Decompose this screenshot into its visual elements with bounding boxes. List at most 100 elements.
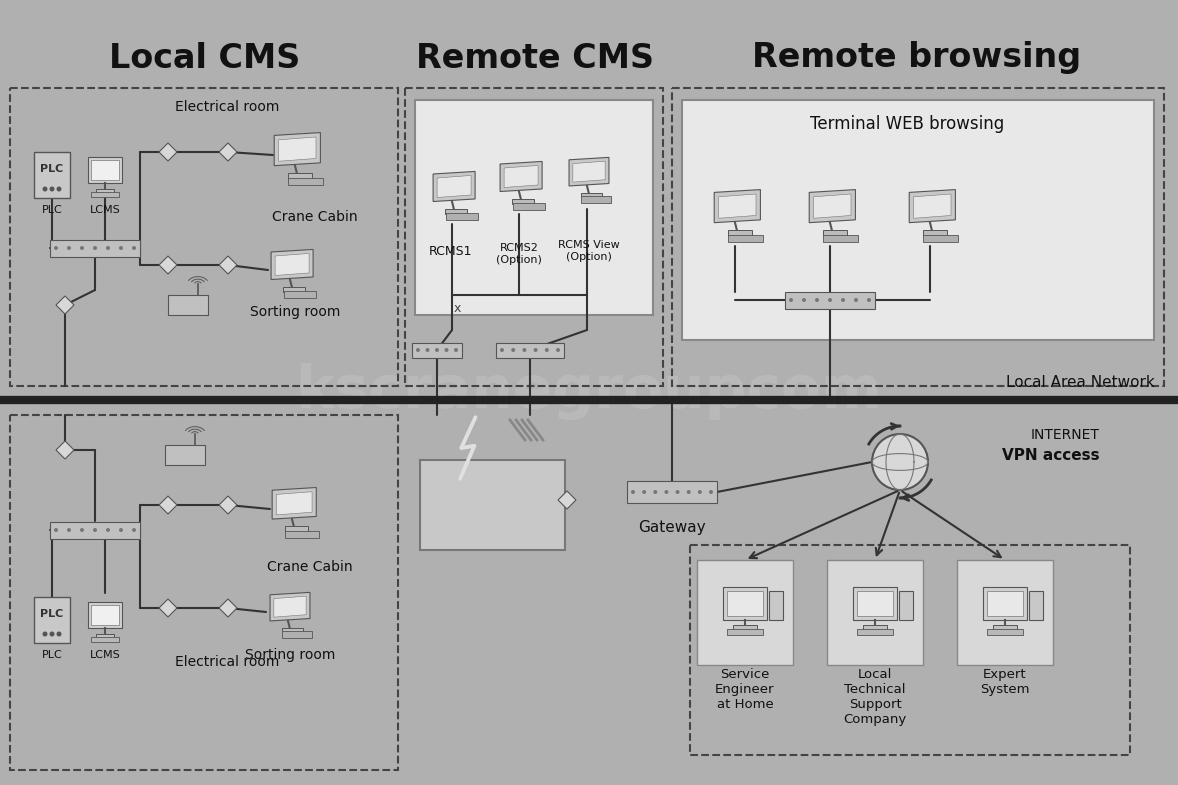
Circle shape: [106, 246, 110, 250]
Circle shape: [802, 298, 806, 302]
Bar: [287, 177, 323, 185]
Text: PLC: PLC: [41, 650, 62, 660]
Circle shape: [416, 348, 421, 352]
Circle shape: [80, 528, 84, 532]
Bar: [285, 531, 319, 538]
Bar: [1030, 591, 1043, 620]
Bar: [863, 625, 887, 630]
Bar: [92, 192, 119, 197]
Text: kscranegroupcom: kscranegroupcom: [296, 363, 882, 421]
Polygon shape: [276, 254, 309, 276]
Polygon shape: [159, 256, 177, 274]
Bar: [512, 199, 535, 203]
Polygon shape: [558, 491, 576, 509]
Bar: [412, 342, 462, 357]
Circle shape: [54, 528, 58, 532]
Bar: [91, 160, 119, 181]
Circle shape: [664, 490, 668, 494]
Circle shape: [54, 246, 58, 250]
Text: PLC: PLC: [41, 205, 62, 215]
Circle shape: [522, 348, 527, 352]
Bar: [922, 235, 958, 243]
Text: PLC: PLC: [40, 609, 64, 619]
Text: RCMS View
(Option): RCMS View (Option): [558, 240, 620, 261]
Bar: [769, 591, 783, 620]
Polygon shape: [273, 596, 306, 617]
Bar: [922, 230, 947, 236]
Bar: [627, 481, 717, 503]
Circle shape: [499, 348, 504, 352]
Text: Crane Cabin: Crane Cabin: [272, 210, 358, 224]
Text: RCMS1: RCMS1: [429, 245, 471, 258]
Bar: [95, 188, 114, 193]
Polygon shape: [504, 166, 538, 188]
Bar: [95, 633, 114, 638]
Text: x: x: [454, 301, 461, 315]
Polygon shape: [714, 190, 761, 223]
Bar: [733, 625, 757, 630]
Bar: [445, 209, 468, 214]
Circle shape: [841, 298, 845, 302]
Bar: [858, 591, 893, 616]
Bar: [581, 192, 602, 197]
Polygon shape: [437, 175, 471, 198]
Text: Local Area Network: Local Area Network: [1006, 375, 1154, 390]
Polygon shape: [159, 599, 177, 617]
Polygon shape: [219, 599, 237, 617]
Bar: [49, 239, 140, 257]
Bar: [287, 173, 312, 179]
Circle shape: [93, 528, 97, 532]
Circle shape: [67, 246, 71, 250]
Circle shape: [687, 490, 690, 494]
Circle shape: [106, 528, 110, 532]
Bar: [282, 631, 312, 638]
Bar: [853, 587, 896, 620]
Bar: [823, 235, 858, 243]
Circle shape: [544, 348, 549, 352]
Bar: [282, 627, 303, 633]
Circle shape: [556, 348, 560, 352]
Text: Sorting room: Sorting room: [250, 305, 340, 319]
Bar: [728, 230, 752, 236]
Polygon shape: [159, 496, 177, 514]
Circle shape: [511, 348, 515, 352]
Bar: [9, 415, 398, 770]
Circle shape: [132, 528, 135, 532]
Polygon shape: [270, 593, 310, 621]
Text: Remote CMS: Remote CMS: [416, 42, 654, 75]
Polygon shape: [219, 256, 237, 274]
Bar: [697, 560, 793, 665]
Polygon shape: [219, 496, 237, 514]
Bar: [957, 560, 1053, 665]
Bar: [91, 604, 119, 625]
Bar: [496, 342, 564, 357]
Bar: [421, 460, 565, 550]
Bar: [727, 591, 763, 616]
Polygon shape: [814, 194, 851, 218]
Bar: [690, 545, 1130, 755]
Bar: [987, 629, 1023, 635]
Text: RCMS2
(Option): RCMS2 (Option): [496, 243, 542, 265]
Bar: [723, 587, 767, 620]
Text: PLC: PLC: [40, 164, 64, 174]
Bar: [827, 560, 924, 665]
Bar: [581, 196, 611, 203]
Circle shape: [67, 528, 71, 532]
Polygon shape: [274, 133, 320, 166]
Bar: [284, 287, 305, 291]
Bar: [899, 591, 913, 620]
Bar: [982, 587, 1027, 620]
Bar: [88, 157, 123, 183]
Circle shape: [49, 631, 54, 637]
Text: Electrical room: Electrical room: [176, 100, 279, 114]
Polygon shape: [57, 296, 74, 314]
Circle shape: [425, 348, 430, 352]
Polygon shape: [809, 190, 855, 223]
Polygon shape: [909, 190, 955, 223]
Bar: [88, 602, 123, 628]
Text: Service
Engineer
at Home: Service Engineer at Home: [715, 668, 775, 711]
Circle shape: [80, 246, 84, 250]
Circle shape: [854, 298, 858, 302]
Text: Electrical room: Electrical room: [176, 655, 279, 669]
Bar: [49, 521, 140, 539]
